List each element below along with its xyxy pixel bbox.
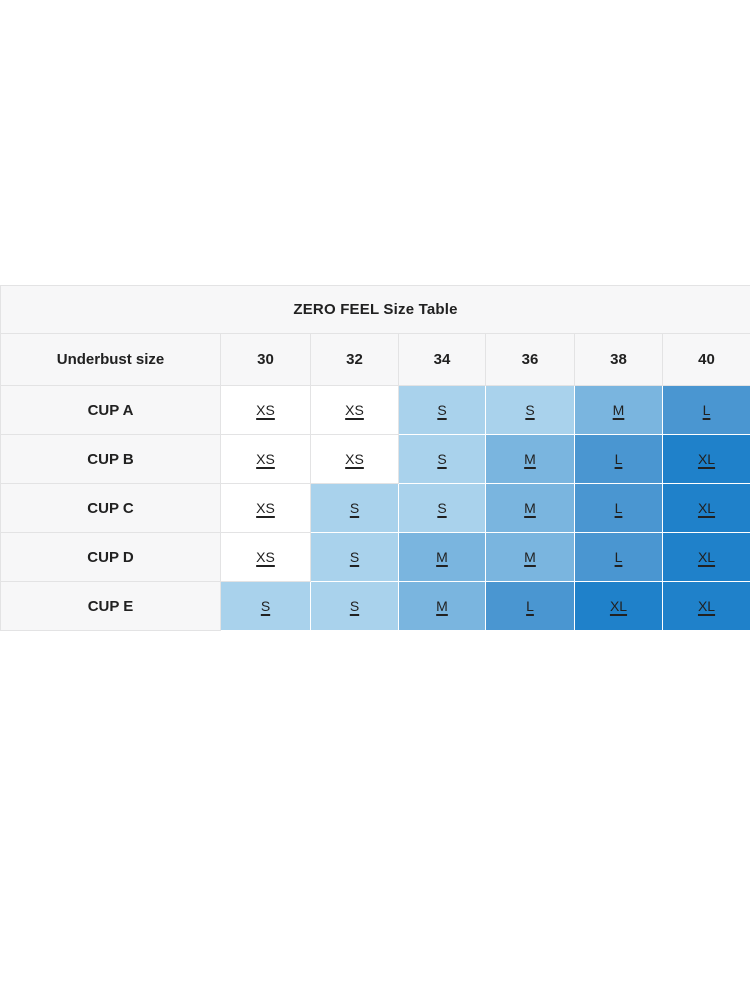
size-cell[interactable]: L <box>661 385 750 435</box>
size-cell[interactable]: XL <box>661 434 750 484</box>
size-cell[interactable]: XL <box>661 532 750 582</box>
table-row-cup-d: CUP D XS S M M L XL <box>0 532 750 582</box>
row-label-cup-c: CUP C <box>0 483 221 533</box>
size-table-section: ZERO FEEL Size Table Underbust size 30 3… <box>0 285 750 631</box>
size-cell[interactable]: S <box>398 483 486 533</box>
size-cell[interactable]: L <box>574 483 663 533</box>
size-cell[interactable]: S <box>485 385 575 435</box>
size-cell[interactable]: L <box>485 581 575 631</box>
table-row-cup-a: CUP A XS XS S S M L <box>0 385 750 435</box>
size-table: ZERO FEEL Size Table Underbust size 30 3… <box>0 285 750 631</box>
size-cell[interactable]: S <box>398 434 486 484</box>
table-row-cup-e: CUP E S S M L XL XL <box>0 581 750 631</box>
size-cell[interactable]: L <box>574 434 663 484</box>
table-row-cup-b: CUP B XS XS S M L XL <box>0 434 750 484</box>
column-header-36: 36 <box>485 333 575 386</box>
column-header-34: 34 <box>398 333 486 386</box>
size-cell[interactable]: M <box>485 434 575 484</box>
column-header-38: 38 <box>574 333 663 386</box>
size-cell[interactable]: M <box>485 483 575 533</box>
size-cell[interactable]: M <box>485 532 575 582</box>
table-title: ZERO FEEL Size Table <box>0 285 750 334</box>
size-cell[interactable]: M <box>398 581 486 631</box>
size-cell[interactable]: L <box>574 532 663 582</box>
row-label-cup-a: CUP A <box>0 385 221 435</box>
size-cell[interactable]: S <box>310 483 399 533</box>
size-cell[interactable]: XS <box>220 483 311 533</box>
row-label-cup-e: CUP E <box>0 581 221 631</box>
size-cell[interactable]: S <box>310 532 399 582</box>
column-header-30: 30 <box>220 333 311 386</box>
table-row-cup-c: CUP C XS S S M L XL <box>0 483 750 533</box>
row-label-cup-d: CUP D <box>0 532 221 582</box>
size-cell[interactable]: M <box>398 532 486 582</box>
size-cell[interactable]: XL <box>574 581 663 631</box>
size-cell[interactable]: XS <box>220 434 311 484</box>
size-cell[interactable]: XS <box>310 385 399 435</box>
size-cell[interactable]: M <box>574 385 663 435</box>
size-cell[interactable]: XL <box>661 581 750 631</box>
size-cell[interactable]: S <box>220 581 311 631</box>
table-header-row: Underbust size 30 32 34 36 38 40 <box>0 333 750 386</box>
column-header-40: 40 <box>661 333 750 386</box>
size-cell[interactable]: XS <box>220 385 311 435</box>
table-title-row: ZERO FEEL Size Table <box>0 285 750 334</box>
column-header-underbust-size: Underbust size <box>0 333 221 386</box>
size-cell[interactable]: XS <box>310 434 399 484</box>
row-label-cup-b: CUP B <box>0 434 221 484</box>
size-cell[interactable]: S <box>310 581 399 631</box>
size-cell[interactable]: XS <box>220 532 311 582</box>
size-cell[interactable]: XL <box>661 483 750 533</box>
size-cell[interactable]: S <box>398 385 486 435</box>
column-header-32: 32 <box>310 333 399 386</box>
